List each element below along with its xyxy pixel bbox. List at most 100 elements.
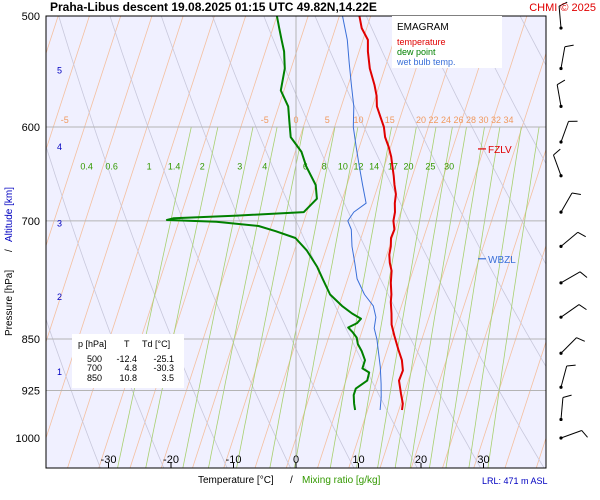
isotherm-line xyxy=(223,16,372,468)
pressure-tick-label: 600 xyxy=(22,122,40,134)
wind-barb-base xyxy=(559,385,563,389)
temperature-tick-label: -30 xyxy=(101,454,117,466)
mixing-ratio-line xyxy=(208,126,278,468)
mixing-ratio-label: 20 xyxy=(403,161,413,171)
wind-barb-staff xyxy=(560,121,569,143)
mixing-ratio-label: 25 xyxy=(425,161,435,171)
isotherm-line xyxy=(46,16,90,151)
table-header-td: Td [°C] xyxy=(142,339,170,349)
dry-adiabat-line xyxy=(46,318,101,468)
level-label: FZLV xyxy=(488,145,512,156)
chart-title: Praha-Libus descent 19.08.2025 01:15 UTC… xyxy=(50,0,377,14)
isotherm-line xyxy=(46,16,184,440)
altitude-tick-label: 3 xyxy=(57,218,62,228)
table-cell: 4.8 xyxy=(124,363,137,373)
isotherm-label: -5 xyxy=(61,115,69,125)
wind-barb-base xyxy=(559,66,563,71)
wind-barb-base xyxy=(559,210,563,214)
mixing-ratio-line xyxy=(487,126,540,468)
dry-adiabat-line xyxy=(263,16,481,468)
level-label: WBZL xyxy=(488,255,516,266)
pressure-tick-label: 500 xyxy=(22,11,40,23)
mixing-ratio-line xyxy=(182,126,254,468)
wind-barb-staff xyxy=(560,430,582,439)
legend-dew-point: dew point xyxy=(397,47,436,57)
pressure-tick-label: 700 xyxy=(22,216,40,228)
mixing-ratio-label: 2 xyxy=(200,161,205,171)
wind-barb-flag xyxy=(571,192,581,195)
wind-barb-staff xyxy=(553,154,562,176)
wind-barb-flag xyxy=(564,44,574,48)
table-cell: 850 xyxy=(87,373,102,383)
dry-adiabat-line xyxy=(365,16,546,368)
wind-barb-base xyxy=(559,244,563,248)
legend-temperature: temperature xyxy=(397,37,446,47)
isotherm-line xyxy=(568,0,600,468)
mixing-ratio-line xyxy=(377,126,437,468)
grid-label-layer: -5 -5 0 5 10 15 20 22 24 26 28 30 32 340.4 0.6 1 1.4 2 3 4 6… xyxy=(61,115,514,171)
wind-barb-base xyxy=(559,417,563,422)
wind-barb-flag xyxy=(576,337,585,342)
legend-title: EMAGRAM xyxy=(397,22,449,33)
mixing-ratio-label: 3 xyxy=(237,161,242,171)
mixing-ratio-label: 1.4 xyxy=(168,161,181,171)
wind-barb-flag xyxy=(581,430,588,438)
series-line xyxy=(165,16,371,411)
temperature-tick-label: -20 xyxy=(163,454,179,466)
wind-barb-base xyxy=(559,436,563,440)
mixing-ratio-line xyxy=(294,126,359,468)
mixing-ratio-line xyxy=(329,126,392,468)
table-cell: 500 xyxy=(87,354,102,364)
isotherm-line xyxy=(160,16,309,468)
temperature-tick-label: 30 xyxy=(477,454,489,466)
series-line xyxy=(342,16,382,411)
pressure-tick-label: 1000 xyxy=(16,433,40,445)
table-cell: 700 xyxy=(87,363,102,373)
mixing-ratio-line xyxy=(468,126,522,468)
wind-barb-staff xyxy=(560,271,581,284)
isotherm-label: 30 xyxy=(478,115,488,125)
isotherm-label: 32 xyxy=(491,115,501,125)
wind-barb-flag xyxy=(579,271,588,278)
mixing-ratio-line xyxy=(269,126,336,468)
isotherm-label: 34 xyxy=(503,115,513,125)
altitude-tick-label: 5 xyxy=(57,66,62,76)
altitude-tick-label: 4 xyxy=(57,142,62,152)
isotherm-line xyxy=(46,16,122,247)
isotherm-line xyxy=(67,16,215,468)
legend-wet-bulb: wet bulb temp. xyxy=(396,57,456,67)
x-axis-label-separator: / xyxy=(290,475,293,486)
isotherm-label: 26 xyxy=(453,115,463,125)
series-layer xyxy=(165,16,404,411)
isotherm-label: 28 xyxy=(466,115,476,125)
wind-barb-staff xyxy=(560,192,573,213)
wind-barb-staff xyxy=(560,365,568,388)
table-cell: 3.5 xyxy=(161,373,174,383)
wind-barb-flag xyxy=(558,1,568,7)
isotherm-line xyxy=(254,16,403,468)
x-axis-title: Temperature [°C] / Mixing ratio [g/kg] xyxy=(198,475,381,486)
isotherm-line xyxy=(410,52,546,468)
series-line xyxy=(358,16,404,411)
dry-adiabat-line xyxy=(109,16,291,468)
mixing-ratio-label: 4 xyxy=(262,161,267,171)
dry-adiabat-line xyxy=(58,16,228,468)
grid-layer xyxy=(46,0,600,468)
wind-barb-staff xyxy=(560,231,579,247)
x-axis-label-mixing: Mixing ratio [g/kg] xyxy=(302,475,381,486)
isotherm-line xyxy=(129,16,278,468)
mixing-ratio-line xyxy=(429,126,485,468)
isotherm-label: 5 xyxy=(325,115,330,125)
wind-barb-staff xyxy=(560,397,564,420)
temperature-tick-label: 0 xyxy=(293,454,299,466)
mixing-ratio-line xyxy=(356,126,417,468)
table-cell: 10.8 xyxy=(119,373,137,383)
mixing-ratio-label: 1 xyxy=(147,161,152,171)
isotherm-label: 10 xyxy=(353,115,363,125)
table-header-p: p [hPa] xyxy=(78,339,107,349)
wind-barb-flag xyxy=(562,394,572,399)
wind-barb-flag xyxy=(556,79,566,86)
wind-barb-flag xyxy=(553,148,561,156)
